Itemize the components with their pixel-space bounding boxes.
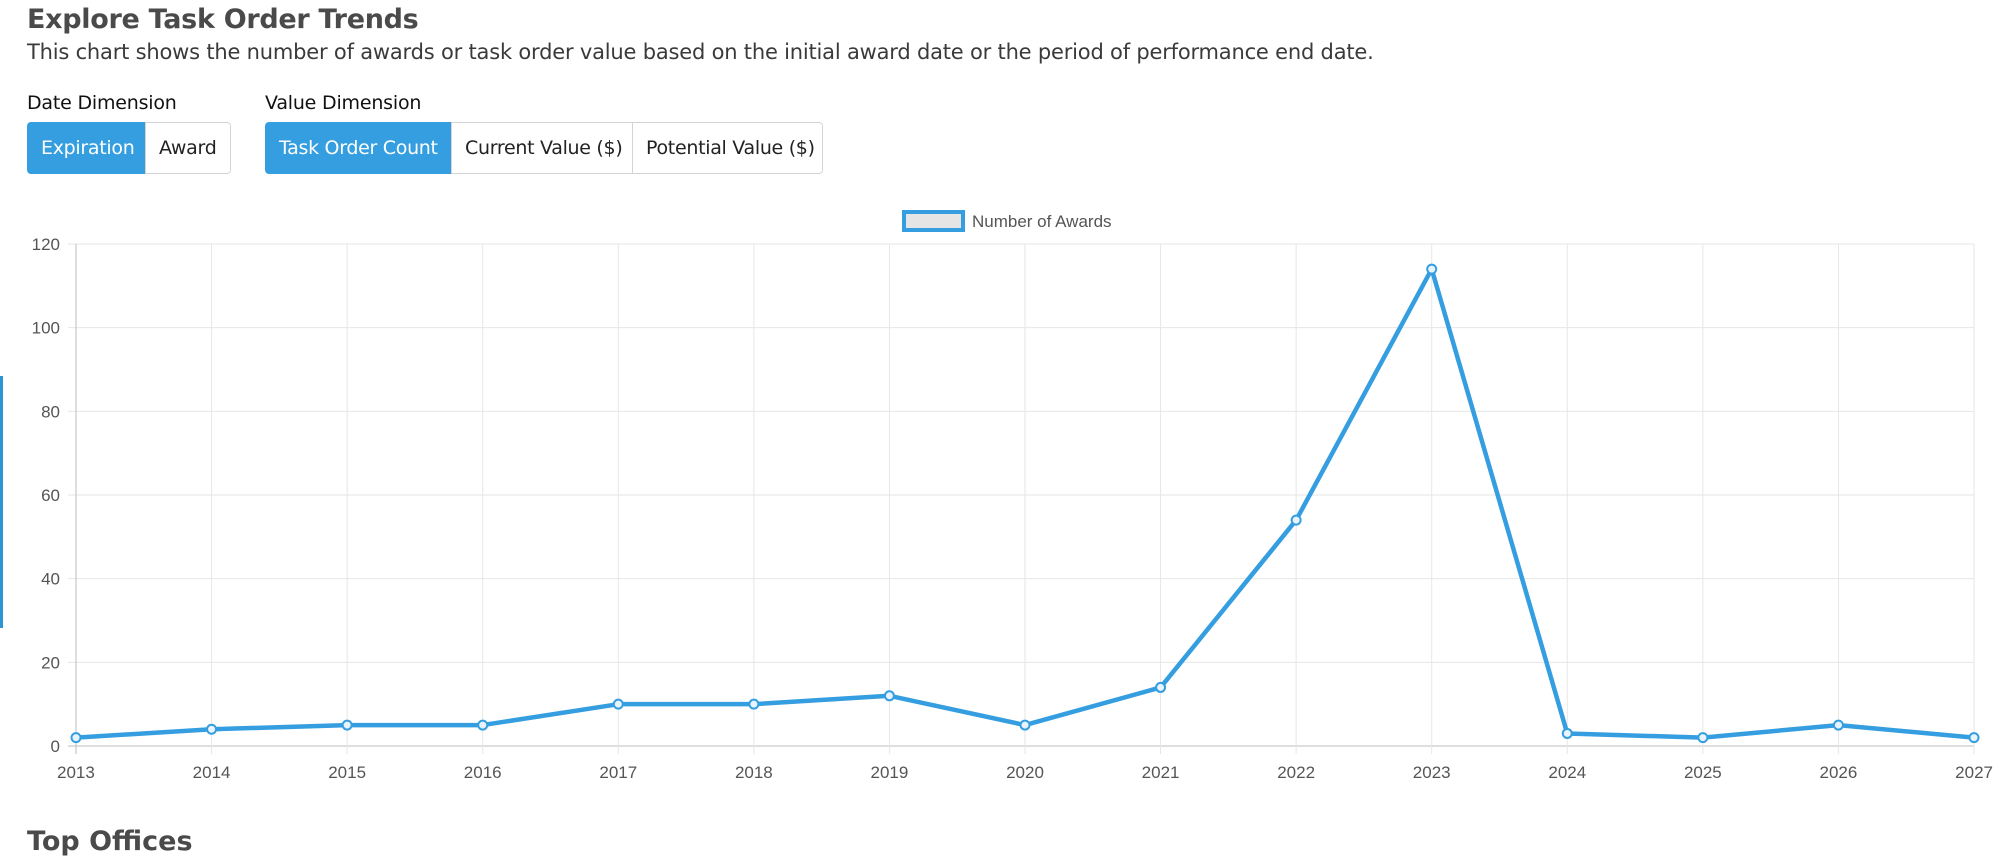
data-point[interactable]: [1426, 263, 1438, 275]
data-point[interactable]: [1290, 514, 1302, 526]
data-point[interactable]: [70, 732, 82, 744]
potential-value-button[interactable]: Potential Value ($): [632, 122, 823, 174]
value-dimension-label: Value Dimension: [265, 92, 422, 114]
data-point[interactable]: [477, 719, 489, 731]
y-tick-label: 80: [41, 402, 60, 421]
x-tick-label: 2019: [871, 763, 909, 782]
award-button[interactable]: Award: [145, 122, 231, 174]
x-tick-label: 2023: [1413, 763, 1451, 782]
y-tick-label: 0: [51, 737, 60, 756]
x-tick-label: 2020: [1006, 763, 1044, 782]
y-axis: 0 20 40 60 80 100 120: [32, 235, 60, 756]
data-point[interactable]: [1968, 732, 1980, 744]
legend-swatch: [902, 210, 965, 232]
data-point[interactable]: [206, 723, 218, 735]
x-tick-label: 2013: [57, 763, 95, 782]
x-tick-label: 2014: [193, 763, 231, 782]
data-point[interactable]: [883, 690, 895, 702]
top-offices-heading: Top Offices: [27, 826, 193, 857]
y-tick-label: 60: [41, 486, 60, 505]
y-tick-label: 100: [32, 319, 60, 338]
x-tick-label: 2025: [1684, 763, 1722, 782]
x-tick-label: 2018: [735, 763, 773, 782]
date-dimension-toggle: Expiration Award: [27, 122, 231, 174]
page-title: Explore Task Order Trends: [27, 4, 419, 35]
data-point[interactable]: [341, 719, 353, 731]
y-tick-label: 20: [41, 653, 60, 672]
data-point[interactable]: [1155, 681, 1167, 693]
x-tick-label: 2022: [1277, 763, 1315, 782]
x-tick-label: 2026: [1820, 763, 1858, 782]
x-tick-label: 2017: [599, 763, 637, 782]
data-point[interactable]: [748, 698, 760, 710]
data-point[interactable]: [1019, 719, 1031, 731]
task-order-count-button[interactable]: Task Order Count: [265, 122, 452, 174]
data-point[interactable]: [1561, 727, 1573, 739]
series-number-of-awards: [70, 263, 1980, 744]
y-tick-label: 40: [41, 570, 60, 589]
date-dimension-label: Date Dimension: [27, 92, 177, 114]
data-point[interactable]: [1832, 719, 1844, 731]
expiration-button[interactable]: Expiration: [27, 122, 146, 174]
x-tick-label: 2027: [1955, 763, 1993, 782]
page-subtitle: This chart shows the number of awards or…: [27, 40, 1374, 64]
current-value-button[interactable]: Current Value ($): [451, 122, 633, 174]
x-axis: 2013 2014 2015 2016 2017 2018 2019 2020 2021 2022…: [57, 763, 1993, 782]
chart-legend[interactable]: Number of Awards: [902, 210, 1112, 232]
data-point[interactable]: [1697, 732, 1709, 744]
x-tick-label: 2024: [1548, 763, 1586, 782]
left-accent-bar: [0, 376, 3, 628]
legend-label: Number of Awards: [972, 212, 1112, 231]
x-tick-label: 2016: [464, 763, 502, 782]
data-point[interactable]: [612, 698, 624, 710]
x-tick-label: 2021: [1142, 763, 1180, 782]
value-dimension-toggle: Task Order Count Current Value ($) Poten…: [265, 122, 823, 174]
x-tick-label: 2015: [328, 763, 366, 782]
y-tick-label: 120: [32, 235, 60, 254]
chart-grid: [68, 243, 1975, 754]
